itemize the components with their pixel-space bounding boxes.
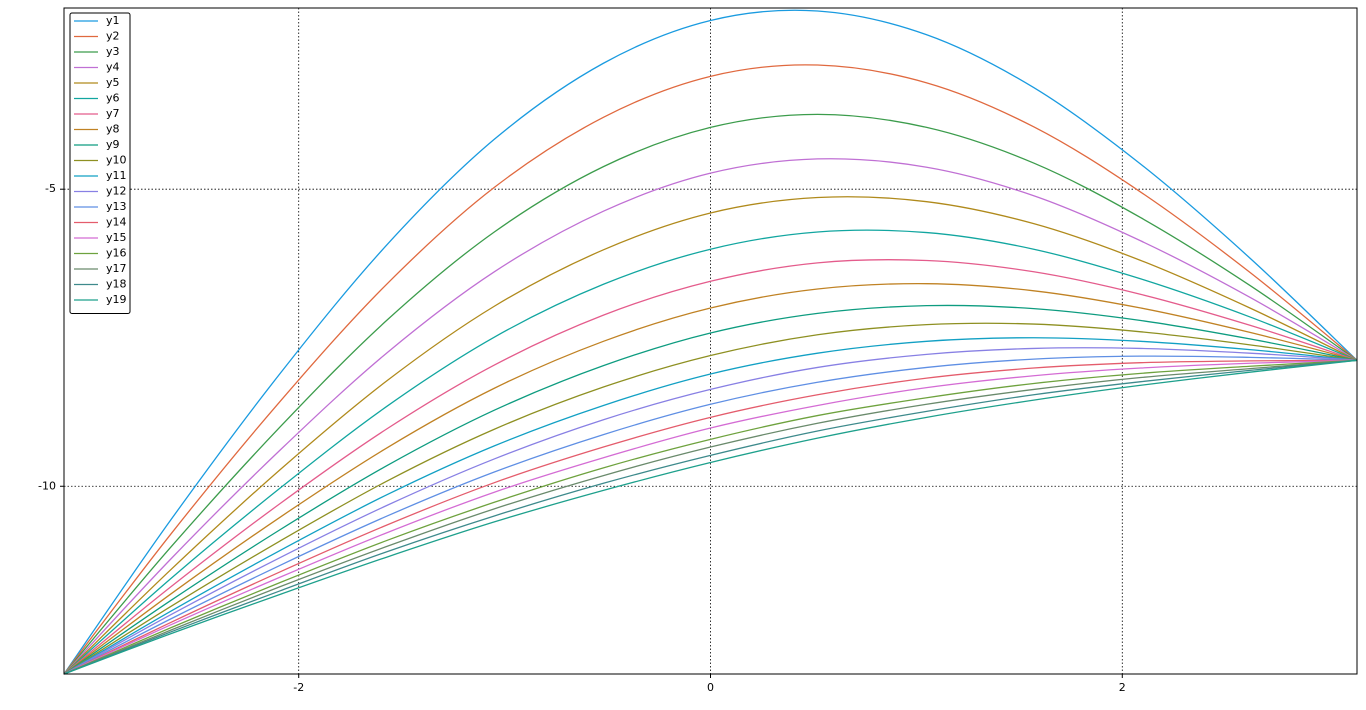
legend-label: y6 <box>106 92 120 105</box>
series-line <box>63 322 1358 675</box>
legend-label: y18 <box>106 278 127 291</box>
legend-label: y8 <box>106 123 120 136</box>
series-line <box>63 359 1358 675</box>
ticks: -2 0 2 -5 -10 <box>38 182 1126 694</box>
series-line <box>63 113 1358 675</box>
series-line <box>63 337 1358 675</box>
legend-label: y1 <box>106 14 120 27</box>
series-line <box>63 355 1358 675</box>
legend: y1 y2 y3 y4 y5 y6 y7 y8 y9 y10 y11 y12 y13 y14 y15 y16 y… <box>69 12 131 314</box>
legend-label: y5 <box>106 76 120 89</box>
legend-label: y2 <box>106 30 120 43</box>
series-line <box>63 158 1358 675</box>
series-line <box>63 359 1358 675</box>
legend-label: y15 <box>106 231 127 244</box>
series-line <box>63 347 1358 675</box>
series-line <box>63 359 1358 675</box>
series-line <box>63 359 1358 675</box>
legend-label: y16 <box>106 247 127 260</box>
legend-label: y4 <box>106 61 120 74</box>
legend-label: y17 <box>106 262 127 275</box>
series-line <box>63 64 1358 675</box>
series-line <box>63 196 1358 675</box>
series-line <box>63 9 1358 675</box>
series-line <box>63 259 1358 675</box>
legend-label: y7 <box>106 107 120 120</box>
series-line <box>63 359 1358 675</box>
legend-label: y11 <box>106 169 127 182</box>
series-line <box>63 304 1358 675</box>
x-tick-label: 2 <box>1119 681 1126 694</box>
legend-label: y3 <box>106 45 120 58</box>
grid <box>64 8 1357 674</box>
series-line <box>63 359 1358 675</box>
x-tick-label: 0 <box>707 681 714 694</box>
x-tick-label: -2 <box>293 681 304 694</box>
legend-label: y9 <box>106 138 120 151</box>
legend-label: y19 <box>106 293 127 306</box>
legend-label: y13 <box>106 200 127 213</box>
y-tick-label: -10 <box>38 479 56 492</box>
legend-label: y10 <box>106 154 127 167</box>
series-line <box>63 229 1358 675</box>
series-line <box>63 282 1358 675</box>
lines <box>63 9 1358 675</box>
y-tick-label: -5 <box>45 182 56 195</box>
legend-label: y12 <box>106 185 127 198</box>
legend-label: y14 <box>106 216 127 229</box>
